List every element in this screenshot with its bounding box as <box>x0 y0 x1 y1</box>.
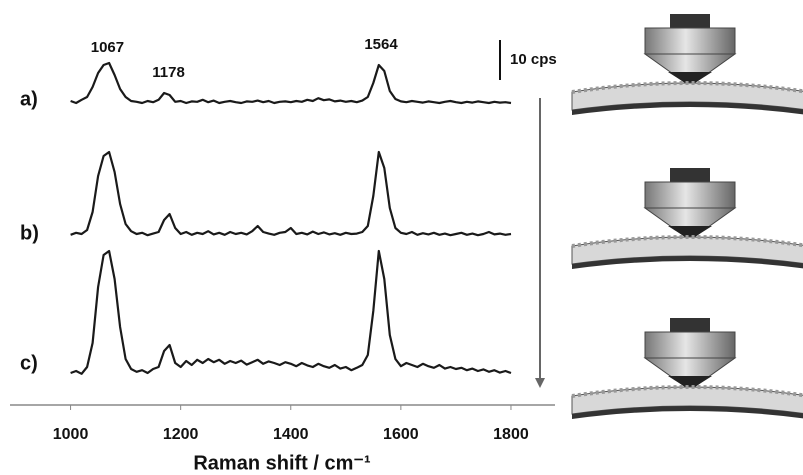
series-label: c) <box>20 352 38 374</box>
plot: 10 cps 1000 1200 1400 1600 1800 a) b) c) 1067 1178… <box>20 36 557 443</box>
x-tick-label: 1000 <box>53 426 89 443</box>
tip-illustration <box>570 316 803 421</box>
x-axis-title: Raman shift / cm⁻¹ <box>193 452 371 474</box>
series-label: a) <box>20 88 38 110</box>
x-tick-label: 1400 <box>273 426 309 443</box>
x-tick-label: 1600 <box>383 426 419 443</box>
scale-bar-label: 10 cps <box>510 51 557 68</box>
spectrum <box>70 61 512 105</box>
x-tick-label: 1800 <box>493 426 529 443</box>
tip-illustration <box>570 166 803 271</box>
arrow-head <box>535 378 545 388</box>
series-label: b) <box>20 222 39 244</box>
spectrum <box>70 249 512 375</box>
x-tick-label: 1200 <box>163 426 199 443</box>
peak-label: 1178 <box>152 64 185 81</box>
tip-illustration <box>570 12 803 117</box>
peak-label: 1067 <box>91 39 124 56</box>
spectrum <box>70 150 512 237</box>
peak-label: 1564 <box>364 36 398 53</box>
